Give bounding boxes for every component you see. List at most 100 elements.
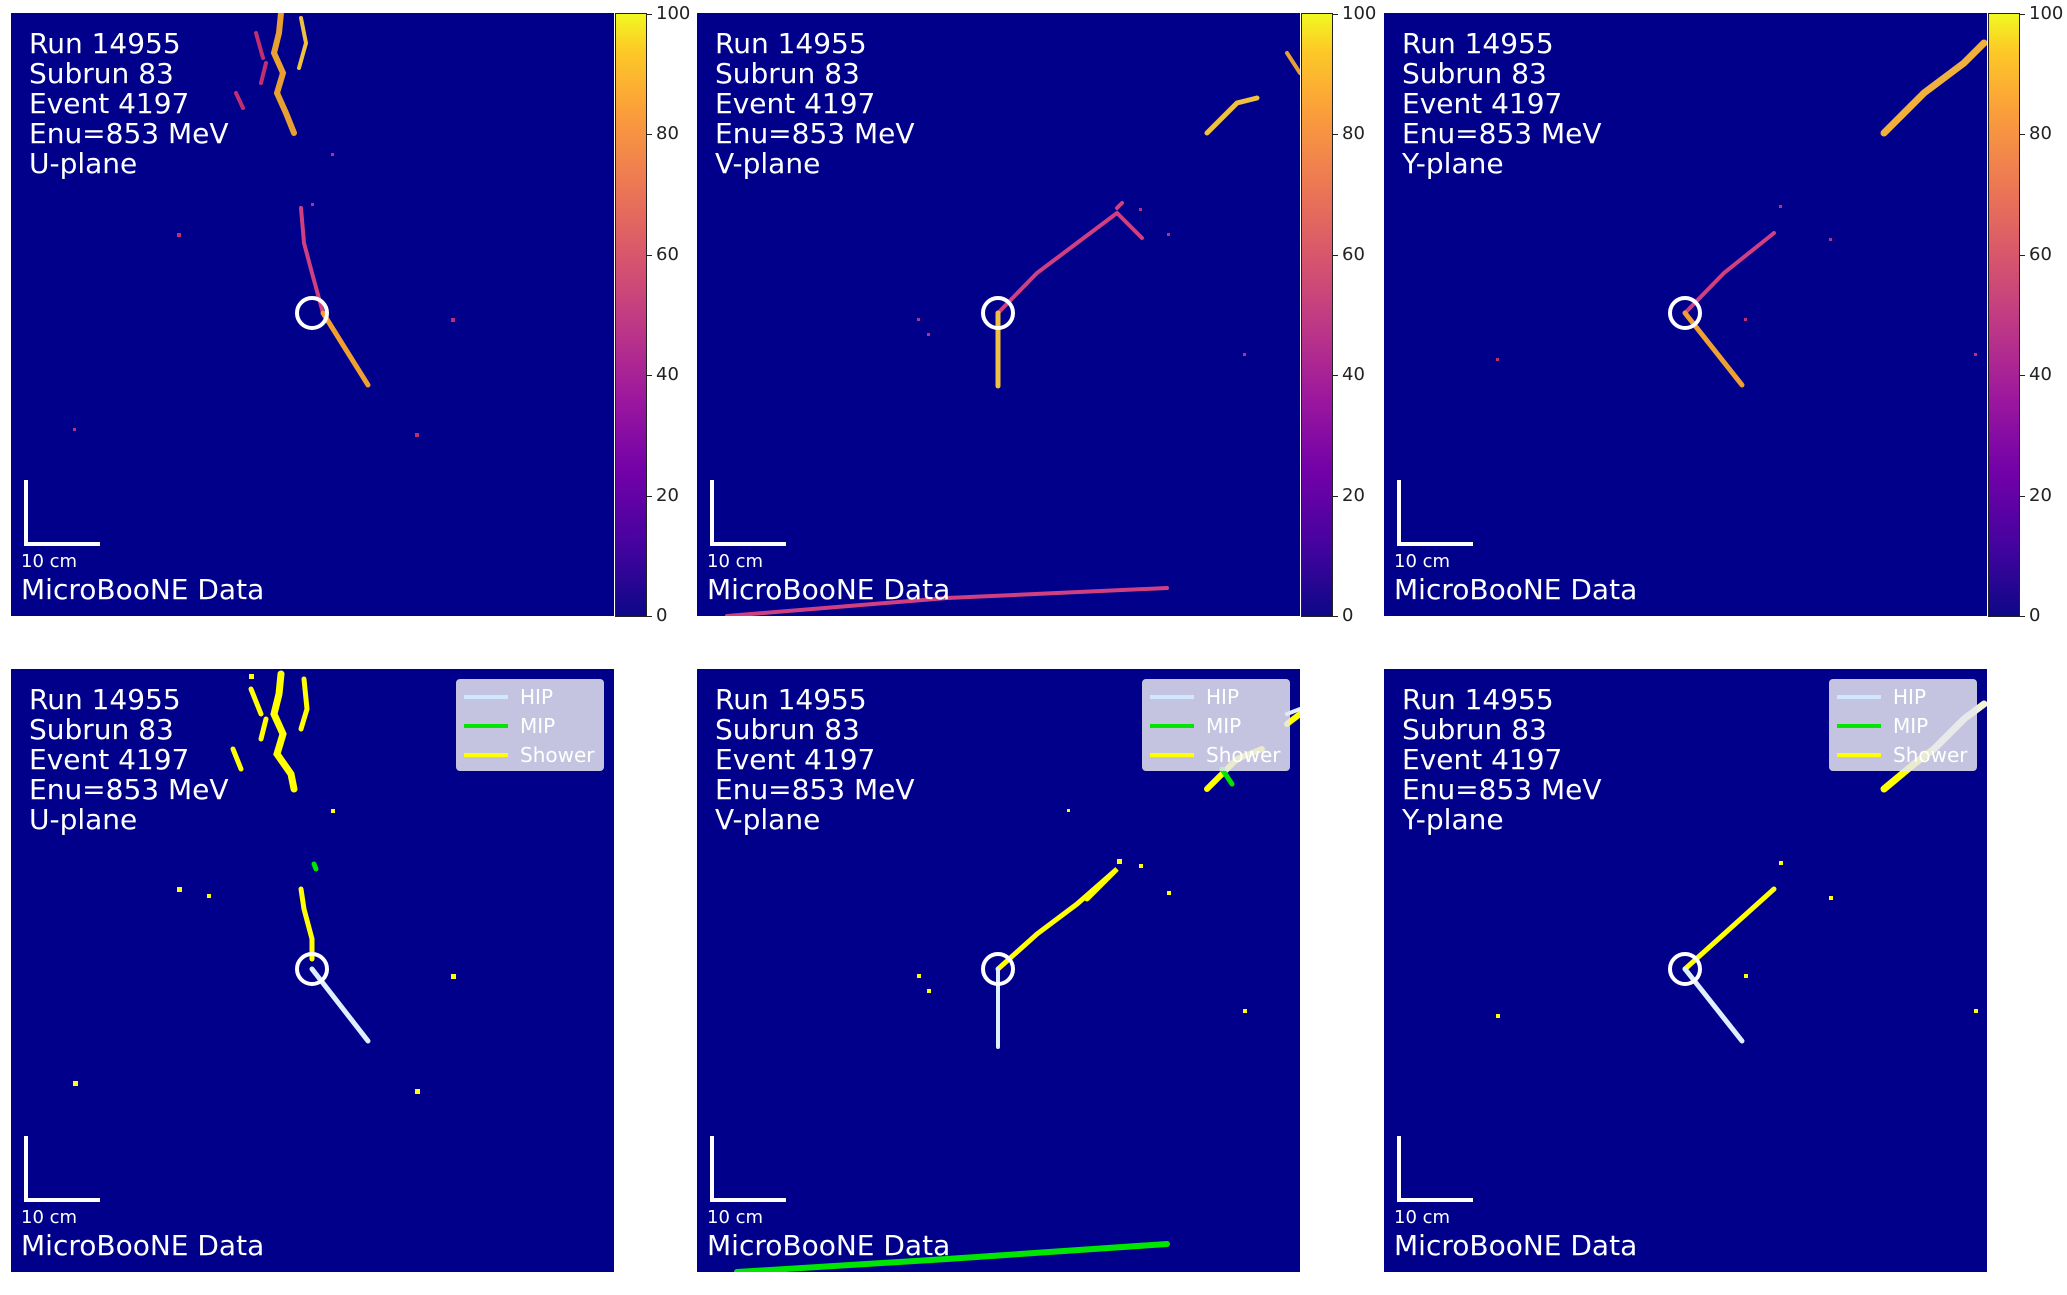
data-label: MicroBooNE Data xyxy=(707,1229,951,1262)
colorbar-tick xyxy=(646,375,652,377)
plane-label: U-plane xyxy=(29,147,138,180)
legend-label: MIP xyxy=(1893,714,1929,738)
scale-bar xyxy=(710,1136,786,1202)
subrun-label: Subrun 83 xyxy=(29,57,174,90)
v-plane-colorbar: 100 80 60 40 20 0 xyxy=(1301,3,1376,626)
colorbar-tick xyxy=(2019,495,2025,497)
colorbar-tick xyxy=(646,495,652,497)
colorbar-tick-label: 20 xyxy=(656,484,679,506)
event-label: Event 4197 xyxy=(1402,87,1563,120)
colorbar-tick-label: 80 xyxy=(2029,123,2052,145)
legend-label: HIP xyxy=(1893,685,1926,709)
scale-bar xyxy=(24,1136,100,1202)
v-plane-charge-tracks xyxy=(725,51,1300,616)
y-plane-charge-tracks xyxy=(1496,39,1987,388)
colorbar-tick-label: 20 xyxy=(2029,484,2052,506)
u-plane-charge-panel: Run 14955 Subrun 83 Event 4197 Enu=853 M… xyxy=(11,13,614,616)
vertex-marker xyxy=(981,952,1015,986)
event-label: Event 4197 xyxy=(1402,743,1563,776)
colorbar-tick-label: 40 xyxy=(1342,364,1365,386)
scale-label: 10 cm xyxy=(1394,1207,1451,1228)
legend-swatch-hip xyxy=(464,695,508,699)
colorbar-tick xyxy=(1332,495,1338,497)
colorbar-tick-label: 100 xyxy=(2029,3,2064,24)
legend-label: MIP xyxy=(1206,714,1242,738)
data-label: MicroBooNE Data xyxy=(21,1229,265,1262)
vertex-marker xyxy=(981,296,1015,330)
legend-item-shower: Shower xyxy=(1150,741,1281,769)
run-label: Run 14955 xyxy=(29,27,181,60)
data-label: MicroBooNE Data xyxy=(21,573,265,606)
data-label: MicroBooNE Data xyxy=(1394,1229,1638,1262)
y-plane-label-panel: Run 14955 Subrun 83 Event 4197 Enu=853 M… xyxy=(1384,669,1987,1272)
legend-label: Shower xyxy=(1893,743,1968,767)
subrun-label: Subrun 83 xyxy=(715,57,860,90)
legend-swatch-shower xyxy=(1150,753,1194,757)
event-info: Run 14955 Subrun 83 Event 4197 Enu=853 M… xyxy=(715,29,915,179)
colorbar-tick-label: 0 xyxy=(2029,605,2041,626)
colorbar-tick-label: 0 xyxy=(1342,605,1354,626)
scale-bar xyxy=(24,480,100,546)
enu-label: Enu=853 MeV xyxy=(1402,117,1602,150)
run-label: Run 14955 xyxy=(715,683,867,716)
data-label: MicroBooNE Data xyxy=(1394,573,1638,606)
legend-label: MIP xyxy=(520,714,556,738)
colorbar-tick xyxy=(1332,134,1338,136)
vertex-marker xyxy=(1668,952,1702,986)
legend-swatch-shower xyxy=(1837,753,1881,757)
run-label: Run 14955 xyxy=(1402,27,1554,60)
colorbar-tick xyxy=(1332,254,1338,256)
enu-label: Enu=853 MeV xyxy=(29,773,229,806)
colorbar-tick-label: 80 xyxy=(656,123,679,145)
event-label: Event 4197 xyxy=(715,87,876,120)
event-info: Run 14955 Subrun 83 Event 4197 Enu=853 M… xyxy=(715,685,915,835)
v-plane-charge-panel: Run 14955 Subrun 83 Event 4197 Enu=853 M… xyxy=(697,13,1300,616)
scale-label: 10 cm xyxy=(707,1207,764,1228)
legend-item-shower: Shower xyxy=(464,741,595,769)
legend-item-mip: MIP xyxy=(464,712,555,740)
legend-swatch-mip xyxy=(1837,724,1881,728)
legend-label: HIP xyxy=(520,685,553,709)
legend-item-mip: MIP xyxy=(1150,712,1241,740)
legend-item-mip: MIP xyxy=(1837,712,1928,740)
y-plane-colorbar: 100 80 60 40 20 0 xyxy=(1988,3,2063,626)
event-info: Run 14955 Subrun 83 Event 4197 Enu=853 M… xyxy=(29,685,229,835)
run-label: Run 14955 xyxy=(715,27,867,60)
legend-label: HIP xyxy=(1206,685,1239,709)
event-label: Event 4197 xyxy=(29,87,190,120)
u-plane-colorbar: 100 80 60 40 20 0 xyxy=(615,3,690,626)
scale-bar xyxy=(1397,480,1473,546)
run-label: Run 14955 xyxy=(29,683,181,716)
colorbar-tick-label: 40 xyxy=(2029,364,2052,386)
legend-swatch-hip xyxy=(1837,695,1881,699)
legend-item-hip: HIP xyxy=(1150,683,1239,711)
data-label: MicroBooNE Data xyxy=(707,573,951,606)
vertex-marker xyxy=(295,952,329,986)
plane-label: Y-plane xyxy=(1402,147,1504,180)
subrun-label: Subrun 83 xyxy=(1402,713,1547,746)
event-info: Run 14955 Subrun 83 Event 4197 Enu=853 M… xyxy=(1402,29,1602,179)
legend-swatch-mip xyxy=(1150,724,1194,728)
colorbar-tick xyxy=(1332,616,1338,617)
colorbar-tick xyxy=(646,14,652,15)
event-label: Event 4197 xyxy=(29,743,190,776)
legend-label: Shower xyxy=(520,743,595,767)
colorbar-tick xyxy=(2019,616,2025,617)
legend-swatch-mip xyxy=(464,724,508,728)
event-info: Run 14955 Subrun 83 Event 4197 Enu=853 M… xyxy=(1402,685,1602,835)
colorbar-tick-label: 100 xyxy=(656,3,691,24)
scale-label: 10 cm xyxy=(707,551,764,572)
colorbar-tick-label: 60 xyxy=(1342,243,1365,265)
colorbar-tick-label: 0 xyxy=(656,605,668,626)
legend: HIP MIP Shower xyxy=(1142,679,1290,771)
legend-swatch-hip xyxy=(1150,695,1194,699)
scale-label: 10 cm xyxy=(21,551,78,572)
event-info: Run 14955 Subrun 83 Event 4197 Enu=853 M… xyxy=(29,29,229,179)
plane-label: V-plane xyxy=(715,147,821,180)
subrun-label: Subrun 83 xyxy=(29,713,174,746)
v-plane-label-panel: Run 14955 Subrun 83 Event 4197 Enu=853 M… xyxy=(697,669,1300,1272)
colorbar-tick xyxy=(646,616,652,617)
legend: HIP MIP Shower xyxy=(456,679,604,771)
colorbar-tick xyxy=(2019,375,2025,377)
subrun-label: Subrun 83 xyxy=(715,713,860,746)
